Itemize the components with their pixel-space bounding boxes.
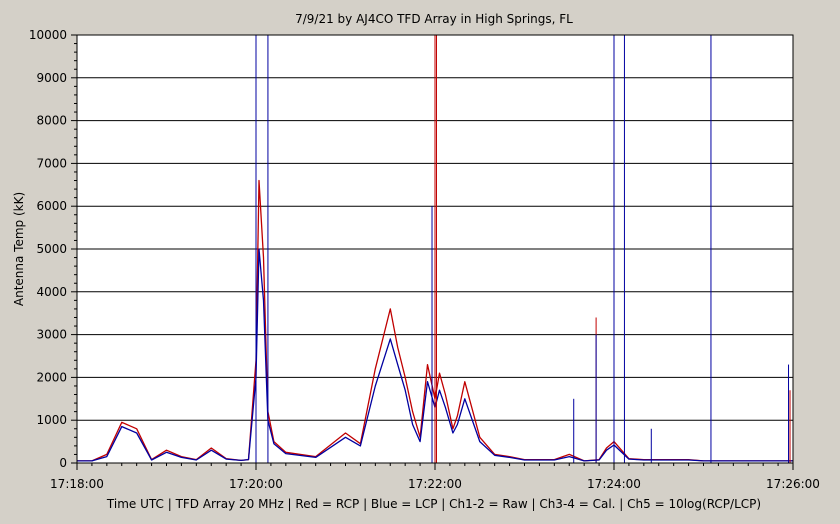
x-tick-label: 17:26:00	[766, 477, 820, 491]
y-tick-label: 10000	[29, 28, 67, 42]
x-tick-label: 17:18:00	[50, 477, 104, 491]
y-tick-label: 6000	[36, 199, 67, 213]
chart-title: 7/9/21 by AJ4CO TFD Array in High Spring…	[295, 12, 573, 26]
y-tick-label: 5000	[36, 242, 67, 256]
y-tick-label: 4000	[36, 285, 67, 299]
x-tick-label: 17:24:00	[587, 477, 641, 491]
x-tick-label: 17:20:00	[229, 477, 283, 491]
y-tick-label: 0	[59, 456, 67, 470]
y-axis-label: Antenna Temp (kK)	[12, 192, 26, 306]
x-tick-label: 17:22:00	[408, 477, 462, 491]
y-tick-label: 8000	[36, 114, 67, 128]
y-tick-label: 3000	[36, 328, 67, 342]
y-tick-label: 1000	[36, 413, 67, 427]
y-tick-label: 2000	[36, 370, 67, 384]
axis-ticks: 0 1000 2000 3000 4000 5000 6000 7000 8000 9000 100…	[29, 28, 820, 491]
x-axis-label: Time UTC | TFD Array 20 MHz | Red = RCP …	[106, 497, 761, 511]
y-tick-label: 9000	[36, 71, 67, 85]
y-tick-label: 7000	[36, 156, 67, 170]
spike-layer	[255, 35, 791, 463]
